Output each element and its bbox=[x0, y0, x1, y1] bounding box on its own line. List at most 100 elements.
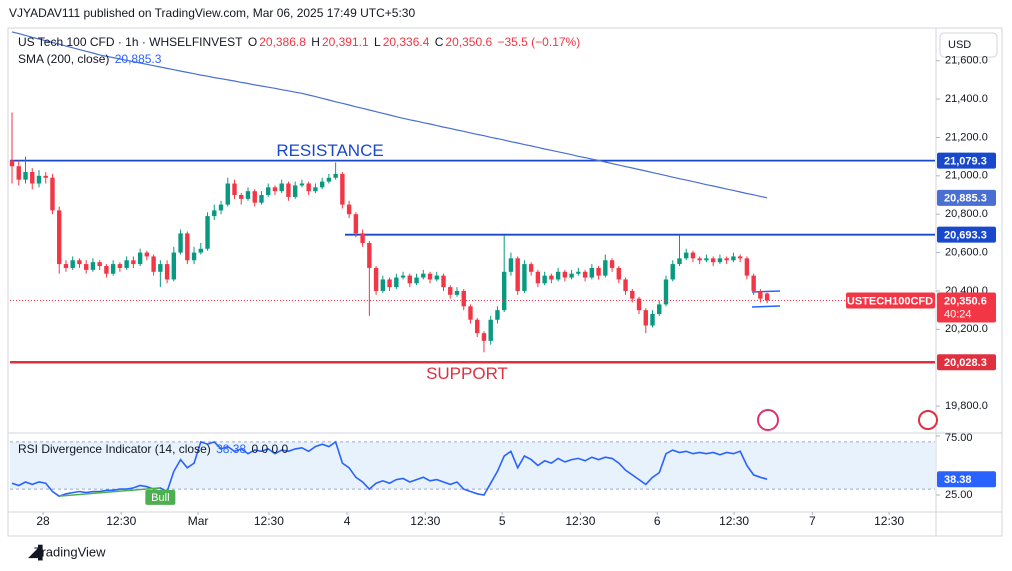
candle-body bbox=[198, 248, 203, 253]
candle-body bbox=[313, 187, 318, 192]
level-tag bbox=[937, 226, 996, 243]
brand-mark: ◢▌ bbox=[28, 544, 47, 560]
currency-button[interactable] bbox=[939, 32, 998, 58]
ohlc-label: L bbox=[374, 35, 381, 49]
rsi-tag bbox=[937, 471, 996, 488]
candle-body bbox=[677, 258, 682, 265]
candle-body bbox=[319, 181, 325, 188]
candle-body bbox=[299, 183, 305, 186]
y-tick-label: 21,600.0 bbox=[945, 55, 988, 67]
candle-body bbox=[387, 279, 392, 288]
candle-body bbox=[380, 279, 386, 291]
candle-body bbox=[663, 279, 669, 305]
candle-body bbox=[414, 277, 419, 284]
y-tick-label: 21,400.0 bbox=[945, 93, 988, 105]
ohlc-value: 20,391.1 bbox=[321, 35, 369, 49]
publish-info: VJYADAV111 published on TradingView.com,… bbox=[9, 6, 415, 20]
candle-body bbox=[346, 204, 352, 215]
rsi-tag-label: 38.38 bbox=[944, 474, 972, 486]
candle-body bbox=[616, 267, 622, 280]
icon-flash[interactable] bbox=[757, 409, 779, 431]
countdown: 40:24 bbox=[944, 308, 972, 320]
candle-body bbox=[137, 252, 143, 265]
candle-body bbox=[50, 177, 55, 211]
sma-name: SMA (200, close) bbox=[18, 52, 110, 66]
candle-body bbox=[555, 271, 561, 280]
candle-body bbox=[259, 195, 264, 203]
candle-body bbox=[549, 275, 554, 280]
y-tick-label: 20,600.0 bbox=[945, 246, 988, 258]
x-tick-label: 12:30 bbox=[565, 514, 595, 528]
y-tick-label: 20,200.0 bbox=[945, 323, 988, 335]
candle-body bbox=[43, 175, 48, 178]
icon-logo[interactable] bbox=[918, 410, 938, 430]
candle-body bbox=[340, 173, 345, 205]
candle-body bbox=[434, 275, 439, 280]
y-tick-label: 21,000.0 bbox=[945, 170, 988, 182]
price-tag-label: 20,350.6 bbox=[944, 295, 987, 307]
rsi-y-tick-label: 75.00 bbox=[945, 432, 973, 444]
level-tag-label: 20,028.3 bbox=[944, 357, 987, 369]
candle-body bbox=[9, 160, 15, 167]
candle-body bbox=[77, 260, 82, 265]
candle-body bbox=[515, 258, 520, 291]
symbol: US Tech 100 CFD · 1h · WHSELFINVEST bbox=[18, 35, 243, 49]
currency[interactable]: USD bbox=[948, 39, 971, 51]
candle-body bbox=[23, 171, 28, 180]
candle-body bbox=[232, 183, 237, 196]
candle-body bbox=[97, 262, 102, 267]
candle-body bbox=[454, 290, 460, 295]
rsi-band bbox=[10, 441, 935, 490]
candle-body bbox=[158, 264, 163, 272]
candle-body bbox=[205, 216, 210, 249]
x-tick-label: Mar bbox=[188, 514, 209, 528]
ohlc-value: 20,336.4 bbox=[382, 35, 430, 49]
candle-body bbox=[57, 210, 62, 265]
candle-body bbox=[522, 264, 527, 291]
level-tag bbox=[937, 152, 996, 169]
ohlc-label: H bbox=[311, 35, 320, 49]
candle-body bbox=[70, 260, 75, 268]
sma-value: 20,885.3 bbox=[114, 52, 162, 66]
symbol-tag bbox=[846, 292, 935, 309]
candle-body bbox=[764, 293, 770, 301]
candle-body bbox=[144, 252, 150, 257]
candle-body bbox=[623, 279, 628, 291]
legend-main: US Tech 100 CFD · 1h · WHSELFINVEST O 20,… bbox=[18, 35, 582, 49]
candle-body bbox=[670, 264, 675, 280]
candle-body bbox=[104, 266, 109, 274]
candle-body bbox=[326, 177, 332, 182]
ohlc-label: O bbox=[247, 35, 258, 49]
ohlc-label: C bbox=[434, 35, 444, 49]
sma-line bbox=[11, 31, 768, 199]
candle-body bbox=[178, 233, 183, 253]
candle-body bbox=[225, 183, 230, 205]
candle-body bbox=[508, 258, 514, 272]
candle-body bbox=[110, 264, 116, 274]
candle-body bbox=[279, 183, 284, 192]
candle-body bbox=[421, 273, 426, 278]
ohlc-value: 20,386.8 bbox=[259, 35, 306, 49]
candle-body bbox=[16, 166, 21, 180]
candle-body bbox=[90, 262, 96, 270]
candle-body bbox=[36, 175, 42, 184]
candle-body bbox=[272, 187, 278, 192]
candle-body bbox=[488, 319, 493, 341]
channel-line bbox=[751, 290, 781, 293]
candle-body bbox=[717, 258, 723, 263]
candle-body bbox=[373, 267, 379, 291]
x-tick-label: 12:30 bbox=[254, 514, 284, 528]
candle-body bbox=[697, 258, 702, 261]
y-tick-label: 19,800.0 bbox=[945, 400, 988, 412]
candle-body bbox=[266, 187, 271, 196]
candle-body bbox=[239, 195, 244, 199]
x-tick-label: 12:30 bbox=[410, 514, 440, 528]
sma-tag-label: 20,885.3 bbox=[944, 193, 987, 205]
x-tick-label: 5 bbox=[499, 514, 506, 528]
candle-body bbox=[427, 273, 433, 280]
candle-body bbox=[171, 252, 177, 280]
candle-body bbox=[292, 185, 298, 197]
candle-body bbox=[528, 264, 534, 272]
